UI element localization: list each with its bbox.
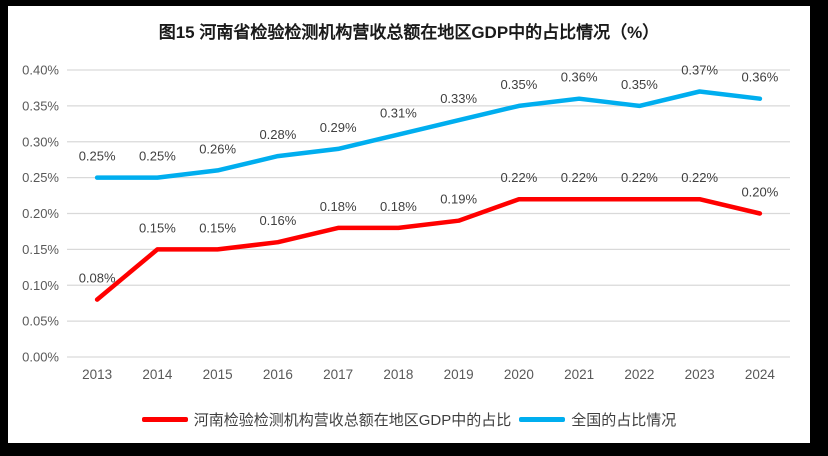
data-point-label: 0.25% — [139, 149, 176, 164]
data-point-label: 0.35% — [500, 77, 537, 92]
series-line-henan — [94, 196, 763, 302]
data-point-label: 0.33% — [440, 91, 477, 106]
x-tick-label: 2017 — [323, 367, 353, 382]
data-point-label: 0.26% — [199, 141, 236, 156]
data-point-label: 0.37% — [681, 63, 718, 78]
data-point-label: 0.20% — [741, 185, 778, 200]
y-tick-label: 0.20% — [22, 206, 59, 221]
y-tick-label: 0.40% — [22, 63, 59, 78]
legend-label-national: 全国的占比情况 — [571, 412, 677, 429]
x-tick-label: 2022 — [624, 367, 654, 382]
data-point-label: 0.22% — [561, 170, 598, 185]
x-tick-label: 2021 — [564, 367, 594, 382]
data-point-label: 0.19% — [440, 192, 477, 207]
data-point-label: 0.18% — [320, 199, 357, 214]
y-tick-label: 0.15% — [22, 242, 59, 257]
legend-swatch-national — [519, 417, 566, 422]
data-point-label: 0.35% — [621, 77, 658, 92]
x-tick-label: 2019 — [444, 367, 474, 382]
y-tick-label: 0.30% — [22, 134, 59, 149]
data-point-label: 0.08% — [79, 271, 116, 286]
x-tick-label: 2015 — [203, 367, 233, 382]
data-point-label: 0.22% — [681, 170, 718, 185]
chart-title: 图15 河南省检验检测机构营收总额在地区GDP中的占比情况（%） — [158, 23, 660, 42]
x-tick-label: 2023 — [685, 367, 715, 382]
legend-swatch-henan — [141, 417, 188, 422]
series-line-national — [94, 89, 763, 180]
x-tick-label: 2020 — [504, 367, 534, 382]
legend-item-national: 全国的占比情况 — [519, 409, 676, 430]
y-tick-label: 0.25% — [22, 170, 59, 185]
x-tick-label: 2024 — [745, 367, 776, 382]
legend-label-henan: 河南检验检测机构营收总额在地区GDP中的占比 — [193, 412, 512, 429]
x-tick-label: 2018 — [383, 367, 413, 382]
data-point-label: 0.22% — [621, 170, 658, 185]
data-point-label: 0.29% — [320, 120, 357, 135]
chart-legend: 河南检验检测机构营收总额在地区GDP中的占比 全国的占比情况 — [8, 409, 810, 430]
data-point-label: 0.16% — [259, 213, 296, 228]
data-point-label: 0.18% — [380, 199, 417, 214]
chart-canvas: 0.00% 0.05% 0.10% 0.15% 0.20% 0.25% 0.30% 0.35%… — [22, 63, 790, 382]
data-point-label: 0.36% — [561, 70, 598, 85]
y-tick-label: 0.05% — [22, 314, 59, 329]
data-point-label: 0.36% — [741, 70, 778, 85]
x-tick-label: 2013 — [82, 367, 112, 382]
y-tick-label: 0.00% — [22, 350, 59, 365]
legend-item-henan: 河南检验检测机构营收总额在地区GDP中的占比 — [141, 409, 512, 430]
chart-panel: 图15 河南省检验检测机构营收总额在地区GDP中的占比情况（%） 0.00% 0.… — [8, 6, 810, 443]
y-tick-label: 0.35% — [22, 98, 59, 113]
data-point-label: 0.31% — [380, 106, 417, 121]
y-tick-label: 0.10% — [22, 278, 59, 293]
x-tick-label: 2014 — [142, 367, 173, 382]
data-point-label: 0.28% — [259, 127, 296, 142]
x-tick-label: 2016 — [263, 367, 293, 382]
data-point-label: 0.25% — [79, 149, 116, 164]
data-point-label: 0.15% — [199, 220, 236, 235]
data-point-label: 0.22% — [500, 170, 537, 185]
data-point-label: 0.15% — [139, 220, 176, 235]
